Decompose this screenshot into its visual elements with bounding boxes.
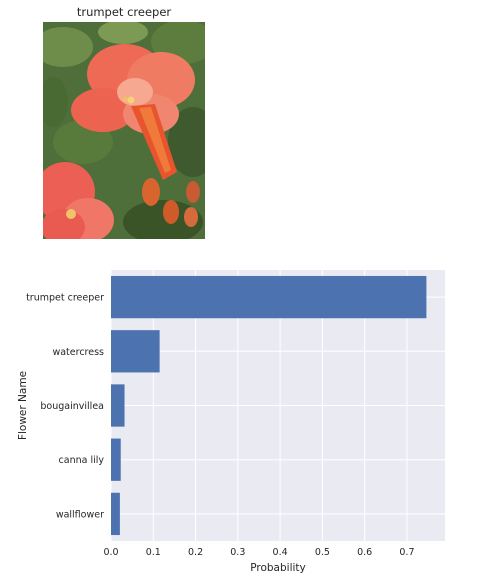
y-tick-labels: trumpet creeper watercress bougainvillea ca… bbox=[26, 293, 104, 521]
x-axis-title: Probability bbox=[250, 562, 306, 574]
trumpet-creeper-photo bbox=[43, 22, 205, 239]
bar bbox=[111, 330, 160, 373]
y-tick-label: trumpet creeper bbox=[26, 293, 104, 304]
bars bbox=[111, 275, 427, 536]
bar bbox=[111, 492, 120, 536]
x-tick-label: 0.2 bbox=[188, 547, 203, 558]
y-tick-label: bougainvillea bbox=[40, 401, 104, 412]
x-tick-label: 0.0 bbox=[103, 547, 118, 558]
image-title: trumpet creeper bbox=[76, 5, 172, 19]
x-tick-label: 0.1 bbox=[146, 547, 161, 558]
bar bbox=[111, 384, 125, 427]
y-axis-title: Flower Name bbox=[17, 371, 29, 440]
x-tick-label: 0.5 bbox=[315, 547, 330, 558]
x-tick-label: 0.6 bbox=[357, 547, 372, 558]
probability-bar-chart: trumpet creeper watercress bougainvillea ca… bbox=[17, 270, 445, 574]
bar bbox=[111, 275, 427, 319]
x-tick-label: 0.7 bbox=[399, 547, 414, 558]
x-tick-labels: 0.0 0.1 0.2 0.3 0.4 0.5 0.6 0.7 bbox=[103, 547, 414, 558]
x-tick-label: 0.4 bbox=[273, 547, 288, 558]
y-tick-label: wallflower bbox=[56, 509, 104, 520]
x-tick-label: 0.3 bbox=[230, 547, 245, 558]
y-tick-label: canna lily bbox=[59, 455, 105, 466]
y-tick-label: watercress bbox=[52, 347, 104, 358]
bar bbox=[111, 438, 121, 481]
